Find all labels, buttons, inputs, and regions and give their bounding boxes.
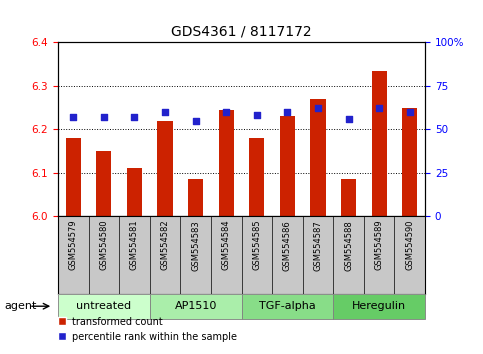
Point <box>100 114 108 120</box>
Bar <box>150 294 242 319</box>
Text: GSM554586: GSM554586 <box>283 220 292 270</box>
Text: GSM554587: GSM554587 <box>313 220 323 270</box>
Text: GSM554579: GSM554579 <box>69 220 78 270</box>
Point <box>192 118 199 123</box>
Text: GSM554585: GSM554585 <box>252 220 261 270</box>
Bar <box>66 138 81 216</box>
Text: agent: agent <box>5 301 37 311</box>
Text: GSM554581: GSM554581 <box>130 220 139 270</box>
Point <box>161 109 169 115</box>
Point <box>130 114 138 120</box>
Bar <box>58 294 150 319</box>
Text: GSM554584: GSM554584 <box>222 220 231 270</box>
Text: GSM554589: GSM554589 <box>375 220 384 270</box>
Bar <box>311 99 326 216</box>
Bar <box>371 71 387 216</box>
Bar <box>402 108 417 216</box>
Text: GSM554582: GSM554582 <box>160 220 170 270</box>
Point <box>345 116 353 122</box>
Point <box>253 113 261 118</box>
Bar <box>333 294 425 319</box>
Bar <box>242 294 333 319</box>
Bar <box>341 179 356 216</box>
Bar <box>157 121 173 216</box>
Point <box>314 105 322 111</box>
Text: GSM554580: GSM554580 <box>99 220 108 270</box>
Text: untreated: untreated <box>76 301 131 311</box>
Text: AP1510: AP1510 <box>174 301 217 311</box>
Text: GSM554588: GSM554588 <box>344 220 353 270</box>
Bar <box>96 151 112 216</box>
Point <box>70 114 77 120</box>
Text: GSM554583: GSM554583 <box>191 220 200 270</box>
Bar <box>249 138 265 216</box>
Point <box>406 109 413 115</box>
Text: GSM554590: GSM554590 <box>405 220 414 270</box>
Bar <box>188 179 203 216</box>
Text: GDS4361 / 8117172: GDS4361 / 8117172 <box>171 25 312 39</box>
Legend: transformed count, percentile rank within the sample: transformed count, percentile rank withi… <box>53 313 241 346</box>
Point <box>375 105 383 111</box>
Text: TGF-alpha: TGF-alpha <box>259 301 316 311</box>
Point <box>284 109 291 115</box>
Bar <box>127 168 142 216</box>
Bar <box>280 116 295 216</box>
Bar <box>219 110 234 216</box>
Point <box>222 109 230 115</box>
Text: Heregulin: Heregulin <box>352 301 406 311</box>
